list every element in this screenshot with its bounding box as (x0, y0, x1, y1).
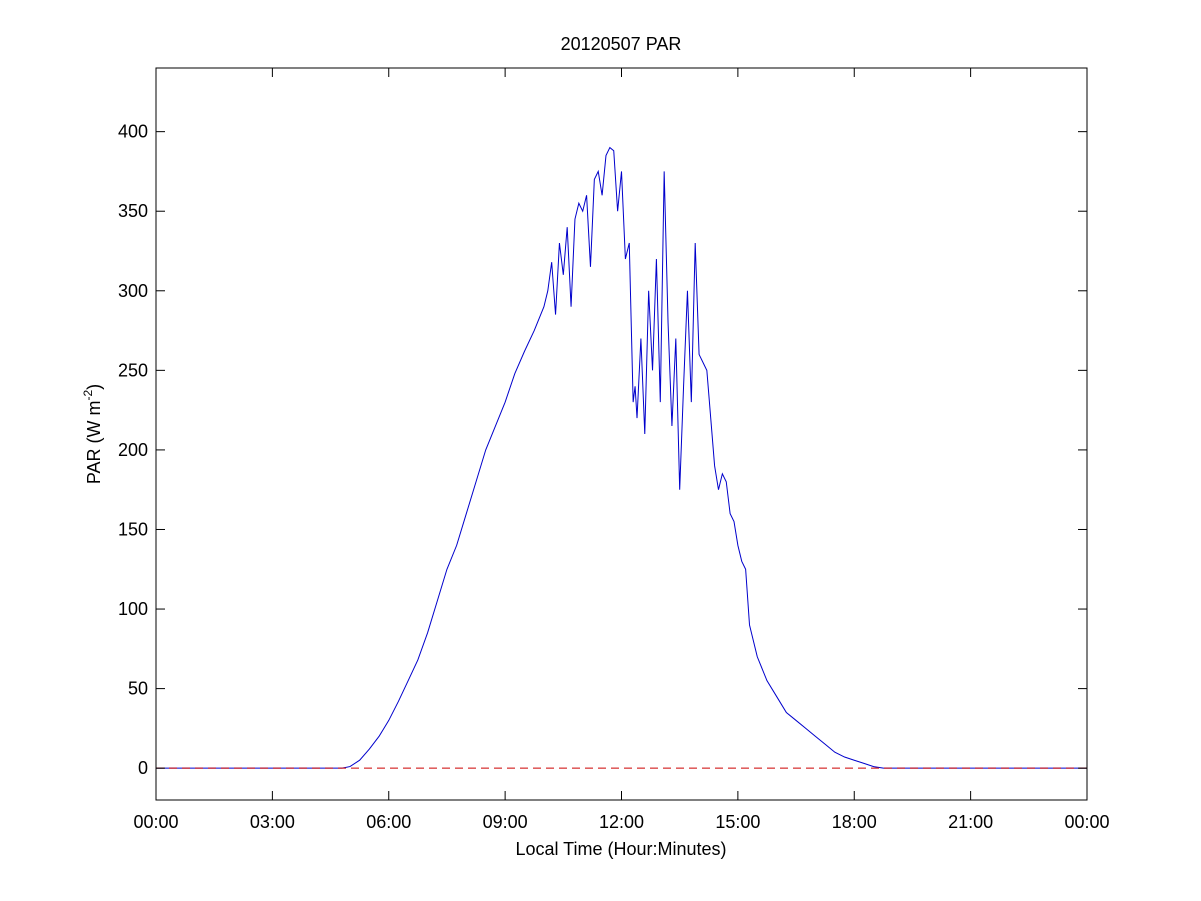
x-tick-label: 00:00 (133, 812, 178, 832)
chart-title: 20120507 PAR (561, 34, 682, 54)
series-layer (156, 146, 1087, 769)
x-tick-label: 12:00 (599, 812, 644, 832)
y-tick-label: 50 (128, 679, 148, 699)
x-tick-label: 18:00 (832, 812, 877, 832)
y-tick-label: 150 (118, 519, 148, 539)
x-tick-label: 06:00 (366, 812, 411, 832)
y-ticks: 0 50 100 150 200 250 300 350 400 (118, 122, 1087, 778)
y-tick-label: 400 (118, 122, 148, 142)
y-axis-label-main: PAR (W m (84, 401, 104, 485)
y-tick-label: 100 (118, 599, 148, 619)
y-tick-label: 250 (118, 360, 148, 380)
x-ticks: 00:00 03:00 06:00 09:00 12:00 15:00 18:00 21:00… (133, 68, 1110, 832)
x-axis-label: Local Time (Hour:Minutes) (515, 839, 726, 859)
y-tick-label: 350 (118, 201, 148, 221)
par-series-line (156, 146, 1087, 769)
plot-area (156, 68, 1087, 800)
y-tick-label: 0 (138, 758, 148, 778)
y-axis-label: PAR (W m-2) (81, 384, 104, 484)
x-tick-label: 09:00 (483, 812, 528, 832)
y-tick-label: 300 (118, 281, 148, 301)
y-axis-label-close: ) (84, 384, 104, 390)
x-tick-label: 03:00 (250, 812, 295, 832)
x-tick-label: 15:00 (715, 812, 760, 832)
x-tick-label: 21:00 (948, 812, 993, 832)
y-axis-label-superscript: -2 (81, 390, 95, 401)
x-tick-label: 00:00 (1064, 812, 1109, 832)
y-tick-label: 200 (118, 440, 148, 460)
